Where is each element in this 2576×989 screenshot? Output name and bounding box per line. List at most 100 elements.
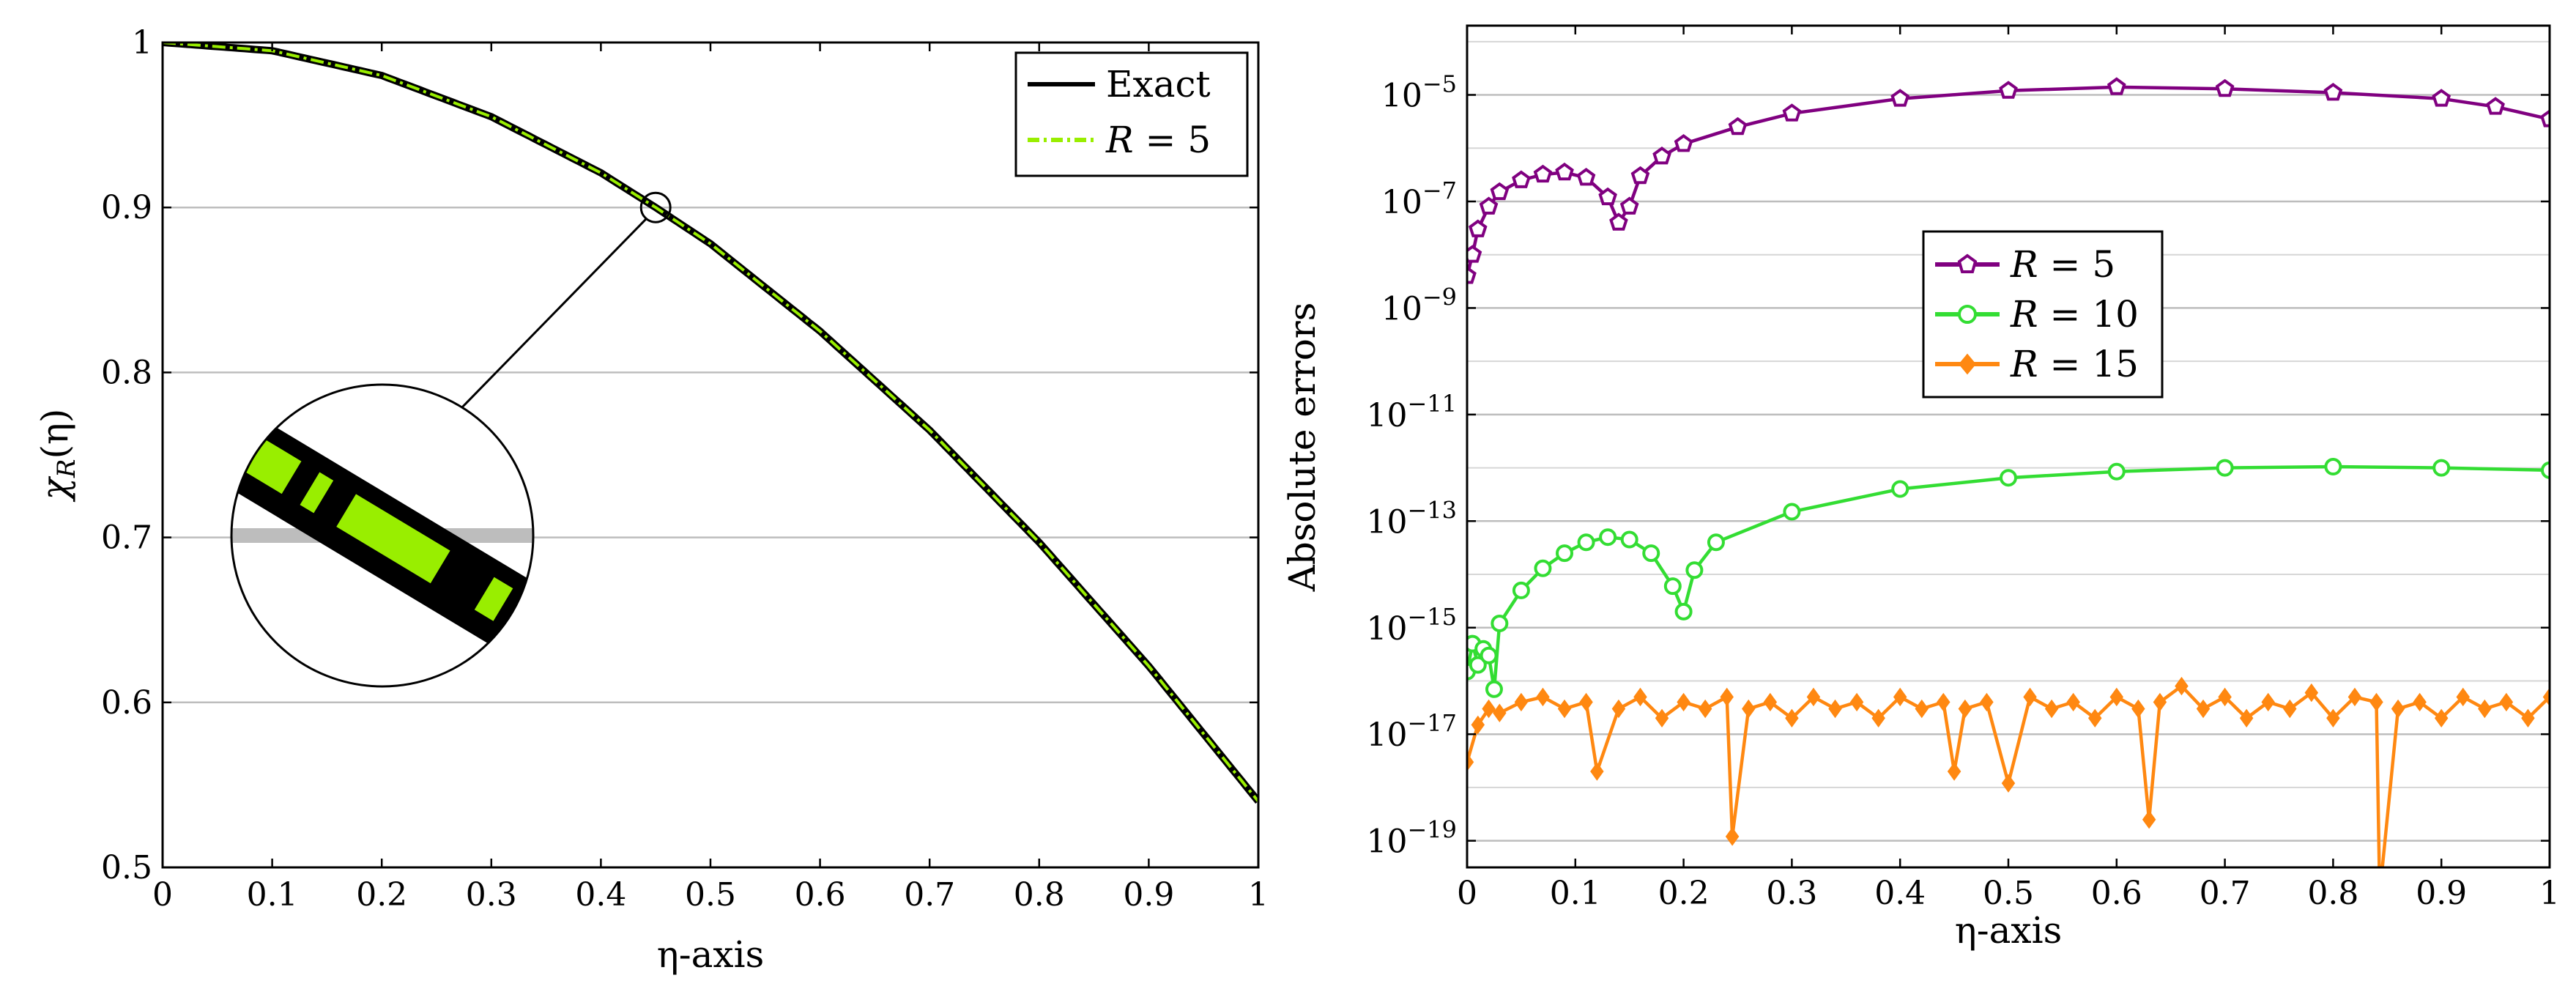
series-r15-point xyxy=(1980,692,1994,712)
series-r5-point xyxy=(2215,78,2235,97)
series-r5-point xyxy=(1512,170,1531,188)
series-r5-point xyxy=(2486,97,2505,115)
series-r10-point xyxy=(1556,544,1574,563)
series-r15-point xyxy=(1655,708,1669,728)
y-tick-label: 0.6 xyxy=(101,684,152,722)
right-x-axis-label: η-axis xyxy=(1955,909,2063,952)
series-r15-point xyxy=(1763,692,1778,712)
series-r5-point xyxy=(2540,109,2550,127)
left-y-axis-label: χR(η) xyxy=(34,409,81,503)
series-r15-point xyxy=(1467,752,1474,771)
series-r15-point xyxy=(1958,699,1972,719)
series-r15-point xyxy=(1725,827,1740,846)
legend-r5-marker xyxy=(1957,253,1978,273)
right-ticks: 10−19 10−17 10−15 10−13 10−11 10−9 10−7 10−5 0 0.… xyxy=(1366,26,2560,912)
x-tick-label: 0.6 xyxy=(2091,875,2142,912)
series-r15-point xyxy=(1871,708,1885,728)
series-r15-point xyxy=(1828,699,1842,719)
right-series xyxy=(1467,77,2550,867)
series-r10-point xyxy=(1469,656,1487,674)
series-r10-line xyxy=(1467,464,2550,690)
series-r15-point xyxy=(2369,692,2383,712)
left-legend: Exact R = 5 xyxy=(1014,51,1249,177)
series-r15-point xyxy=(2142,810,2156,829)
legend-r15-marker xyxy=(1959,353,1976,375)
series-r5-point xyxy=(1598,187,1617,206)
series-r5-point xyxy=(1674,134,1693,152)
series-r5-point xyxy=(1728,116,1748,136)
series-r15-point xyxy=(1579,692,1593,712)
series-r10-point xyxy=(1707,533,1725,552)
x-tick-label: 0.3 xyxy=(466,876,517,914)
zoom-connector-line xyxy=(449,218,647,421)
series-r15-point xyxy=(2456,687,2470,707)
right-y-axis-label: Absolute errors xyxy=(1281,303,1324,593)
series-r15-point xyxy=(1514,692,1529,712)
x-tick-label: 0.9 xyxy=(2416,875,2467,912)
series-r15-point xyxy=(2196,699,2211,719)
series-r10-point xyxy=(2324,458,2342,476)
x-tick-label: 0.5 xyxy=(1983,875,2034,912)
legend-r15-label: R = 15 xyxy=(2010,343,2139,385)
series-r10-point xyxy=(2432,459,2451,477)
series-r5-point xyxy=(1533,164,1553,183)
series-r15-point xyxy=(2542,687,2550,707)
zoom-dash xyxy=(245,439,302,494)
series-r5-point xyxy=(1467,266,1477,284)
x-tick-label: 1 xyxy=(2539,875,2560,912)
x-tick-label: 0.5 xyxy=(685,876,736,914)
series-r10-point xyxy=(1577,533,1595,552)
x-tick-label: 1 xyxy=(1248,876,1269,914)
series-r15-point xyxy=(2023,687,2037,707)
y-tick-label: 10−5 xyxy=(1381,70,1457,115)
y-tick-label: 10−7 xyxy=(1381,177,1457,221)
x-tick-label: 0.1 xyxy=(1550,875,1601,912)
series-r15-point xyxy=(1849,692,1864,712)
y-tick-label: 0.5 xyxy=(101,849,152,886)
series-r15-point xyxy=(2347,687,2362,707)
x-tick-label: 0.9 xyxy=(1123,876,1174,914)
series-r15-point xyxy=(1557,699,1572,719)
x-tick-label: 0.8 xyxy=(2307,875,2358,912)
x-tick-label: 0.4 xyxy=(575,876,626,914)
legend-r5-label: R = 5 xyxy=(2010,243,2115,286)
series-r10-point xyxy=(1599,528,1617,547)
x-tick-label: 0.1 xyxy=(247,876,298,914)
series-r10-point xyxy=(1534,559,1552,577)
series-r5-point xyxy=(2107,77,2126,95)
right-gridlines xyxy=(1467,40,2550,842)
series-r15-point xyxy=(2326,708,2340,728)
y-tick-label: 0.7 xyxy=(101,519,152,557)
series-r15-point xyxy=(1677,692,1690,712)
series-r15-point xyxy=(2478,699,2492,719)
left-chart: 0.5 0.6 0.7 0.8 0.9 1 0 0.1 0.2 0.3 0.4 0.5 0.6 0.7 0.… xyxy=(34,24,1269,976)
legend-box xyxy=(1014,51,1249,177)
series-r5-point xyxy=(2432,89,2451,107)
legend-r10-label: R = 10 xyxy=(2010,293,2139,336)
series-r15-point xyxy=(2066,692,2080,712)
series-r15-point xyxy=(1482,699,1496,719)
series-r15-point xyxy=(2175,676,2189,696)
series-r15-point xyxy=(2001,774,2016,793)
series-r15-point xyxy=(2413,692,2427,712)
series-r15-point xyxy=(2239,708,2254,728)
series-r15-point xyxy=(1893,687,1907,707)
series-r15-point xyxy=(2261,692,2275,712)
series-r5-point xyxy=(1619,196,1639,215)
legend-r10-marker xyxy=(1958,305,1977,324)
series-r5-point xyxy=(1609,212,1628,231)
right-legend: R = 5 R = 10 R = 15 xyxy=(1922,230,2164,399)
right-chart: 10−19 10−17 10−15 10−13 10−11 10−9 10−7 10−5 0 0.… xyxy=(1281,24,2560,952)
legend-exact-label: Exact xyxy=(1106,63,1211,105)
series-r5-point xyxy=(1890,89,1910,107)
series-r5-line xyxy=(163,42,1258,803)
series-r10-point xyxy=(1485,680,1503,698)
series-r10-point xyxy=(2541,461,2550,479)
y-tick-label: 10−13 xyxy=(1366,496,1457,541)
y-tick-label: 10−15 xyxy=(1366,603,1457,648)
y-tick-label: 0.8 xyxy=(101,354,152,391)
series-r10-point xyxy=(1512,581,1530,599)
x-tick-label: 0 xyxy=(152,876,173,914)
series-r15-point xyxy=(1806,687,1821,707)
